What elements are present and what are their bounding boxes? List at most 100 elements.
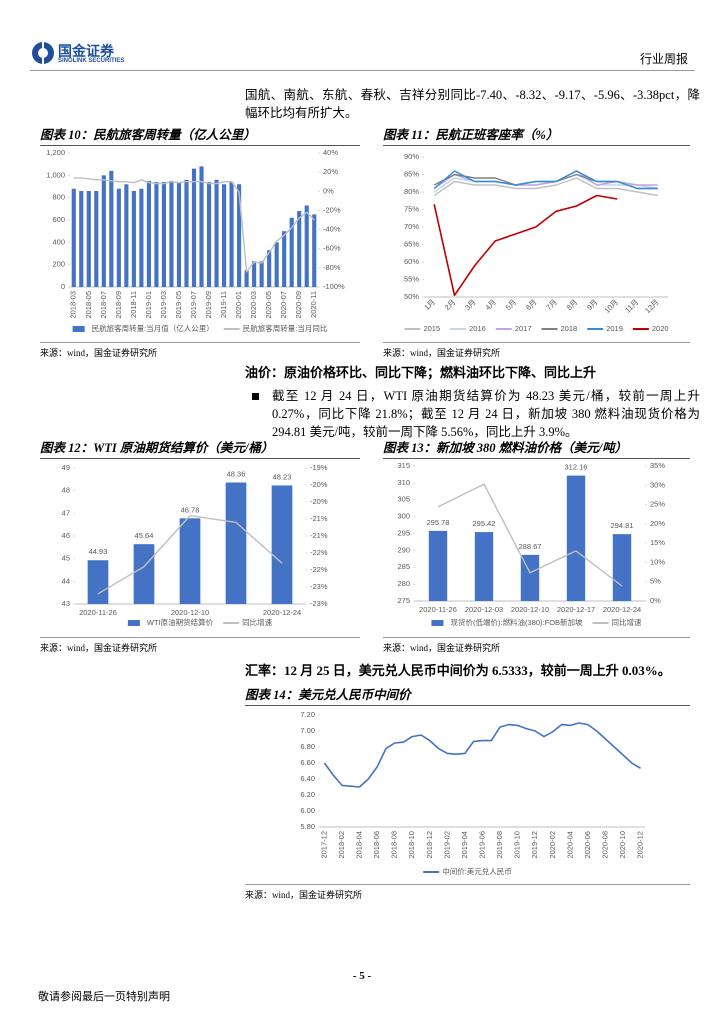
x-tick-label: 2018-03 — [69, 291, 78, 319]
x-tick-label: 2019-12 — [530, 831, 539, 859]
bar — [199, 166, 204, 287]
y-tick-label: 290 — [397, 545, 410, 554]
bar — [179, 518, 201, 604]
line — [433, 177, 658, 197]
bar — [221, 184, 227, 287]
bar — [169, 180, 174, 287]
y-tick-label: 7.00 — [300, 726, 315, 735]
x-tick-label: 2019-06 — [477, 831, 486, 859]
page-number: - 5 - — [352, 970, 372, 982]
disclaimer: 敬请参阅最后一页特别声明 — [38, 991, 170, 1003]
y2-tick-label: -60% — [323, 244, 341, 253]
figure-title: 图表 11：民航正班客座率（%） — [383, 124, 690, 146]
y2-tick-label: -100% — [323, 282, 345, 291]
x-tick-label: 2020-03 — [249, 291, 258, 319]
legend-label: WTI原油期货结算价 — [147, 617, 214, 627]
y2-tick-label: -20% — [323, 205, 341, 214]
legend-label: 同比增速 — [242, 617, 272, 627]
y-tick-label: 315 — [397, 461, 410, 470]
bar — [566, 475, 586, 601]
x-tick-label: 6月 — [524, 297, 539, 312]
y-tick-label: 45 — [62, 554, 70, 563]
x-tick-label: 2019-03 — [159, 291, 168, 319]
legend-label: 现货价(低端价):燃料油(380):FOB新加坡 — [450, 617, 583, 627]
legend-label: 2015 — [423, 324, 440, 333]
bar — [79, 190, 84, 287]
y2-tick-label: 20% — [650, 519, 665, 528]
y-tick-label: 70% — [404, 222, 419, 231]
y-tick-label: 75% — [404, 204, 419, 213]
y-tick-label: 275 — [397, 596, 410, 605]
y-tick-label: 49 — [62, 463, 70, 472]
legend-label: 2017 — [515, 324, 532, 333]
bar — [282, 231, 287, 287]
x-tick-label: 2020-11-26 — [79, 608, 117, 617]
value-label: 46.78 — [181, 505, 200, 514]
x-tick-label: 2020-01 — [234, 291, 243, 319]
x-tick-label: 2020-11-26 — [419, 605, 457, 614]
legend-swatch — [72, 326, 85, 332]
section-heading: 汇率：12 月 25 日，美元兑人民币中间价为 6.5333，较前一周上升 0.… — [245, 663, 671, 678]
line — [73, 177, 315, 273]
bar — [154, 182, 159, 287]
y-tick-label: 5.80 — [300, 822, 315, 831]
bar — [304, 205, 309, 287]
bar — [214, 179, 219, 287]
y2-tick-label: -80% — [323, 263, 341, 272]
y-tick-label: 6.40 — [300, 774, 315, 783]
y-tick-label: 1,000 — [46, 170, 65, 179]
line — [97, 514, 283, 595]
source: 来源：wind，国金证券研究所 — [383, 342, 690, 359]
source: 来源：wind，国金证券研究所 — [40, 637, 360, 654]
y2-tick-label: 25% — [650, 500, 665, 509]
x-tick-label: 2020-12-17 — [557, 605, 595, 614]
x-tick-label: 2020-08 — [600, 831, 609, 859]
value-label: 44.93 — [89, 547, 108, 556]
x-tick-label: 2019-07 — [189, 291, 198, 319]
figure-title: 图表 10：民航旅客周转量（亿人公里） — [40, 124, 360, 146]
line — [437, 483, 623, 587]
x-tick-label: 12月 — [643, 297, 661, 315]
x-tick-label: 2020-02 — [548, 831, 557, 859]
legend: WTI原油期货结算价 同比增速 — [127, 617, 273, 627]
x-tick-label: 2018-07 — [99, 291, 108, 319]
x-tick-label: 2020-06 — [583, 831, 592, 859]
bar — [312, 214, 317, 287]
bar — [267, 250, 272, 287]
legend: 现货价(低端价):燃料油(380):FOB新加坡 同比增速 — [431, 617, 642, 627]
value-label: 295.42 — [473, 519, 496, 528]
bar — [428, 530, 448, 601]
bullet — [252, 393, 259, 400]
y2-tick-label: -21% — [310, 514, 328, 523]
y2-tick-label: -40% — [323, 225, 341, 234]
x-tick-label: 2019-05 — [174, 291, 183, 319]
legend-label: 中间价:美元兑人民币 — [442, 866, 512, 876]
y2-tick-label: 20% — [323, 167, 338, 176]
y-tick-label: 300 — [397, 512, 410, 521]
chart: 43 44 45 46 47 48 49 -23% -23% -22% -22% -21% -21% -2… — [62, 463, 328, 627]
legend-label: 2020 — [652, 324, 669, 333]
value-label: 48.36 — [227, 469, 246, 478]
bar — [244, 270, 249, 287]
x-tick-label: 2020-07 — [279, 291, 288, 319]
y-tick-label: 6.60 — [300, 758, 315, 767]
bar — [87, 560, 109, 604]
report-type: 行业周报 — [639, 52, 688, 66]
bar — [101, 175, 106, 287]
y2-tick-label: 15% — [650, 538, 665, 547]
line — [433, 170, 658, 190]
chart: 5.80 6.00 6.20 6.40 6.60 6.80 7.00 7.20 2017-12 2… — [300, 710, 645, 876]
bar — [71, 188, 76, 287]
bar — [225, 482, 247, 604]
y-tick-label: 90% — [404, 152, 419, 161]
line — [433, 170, 658, 190]
bar — [229, 182, 234, 287]
logo-text: 国金证券 — [58, 44, 114, 60]
source: 来源：wind，国金证券研究所 — [383, 637, 690, 654]
x-tick-label: 2019-11 — [219, 291, 228, 318]
figure-title: 图表 14：美元兑人民币中间价 — [245, 684, 690, 706]
legend-label: 2016 — [469, 324, 486, 333]
x-tick-label: 2020-05 — [264, 291, 273, 319]
bar — [161, 182, 167, 287]
